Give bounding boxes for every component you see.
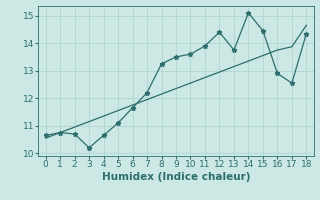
X-axis label: Humidex (Indice chaleur): Humidex (Indice chaleur) [102,172,250,182]
